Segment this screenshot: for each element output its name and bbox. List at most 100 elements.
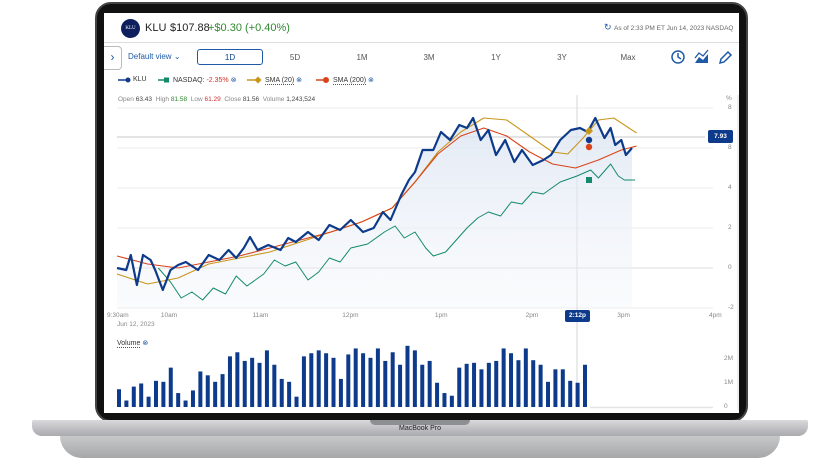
high-label: High <box>155 96 169 103</box>
remove-nasdaq-icon[interactable]: ⊗ <box>230 77 237 84</box>
tab-3y[interactable]: 3Y <box>557 53 567 62</box>
volume-bar <box>531 360 536 407</box>
volume-bar <box>479 369 484 407</box>
volume-bar <box>279 378 284 407</box>
high-value: 81.58 <box>170 96 188 103</box>
tab-1m[interactable]: 1M <box>356 53 368 62</box>
nasdaq-end-marker <box>586 177 592 183</box>
volume-bar <box>346 354 351 407</box>
volume-bar <box>213 381 218 407</box>
volume-bar <box>583 364 587 407</box>
remove-sma200-icon[interactable]: ⊗ <box>368 77 374 84</box>
current-price-badge: 7.93 <box>708 130 733 143</box>
laptop-notch <box>370 420 470 425</box>
x-tick-label: 11am <box>252 312 269 319</box>
volume-bar <box>198 371 203 407</box>
volume-bar <box>546 381 551 407</box>
percent-unit: % <box>726 95 732 102</box>
close-label: Close <box>224 96 241 103</box>
legend-sma20[interactable]: SMA (20) ⊗ <box>265 76 303 85</box>
volume-bar <box>338 378 343 407</box>
volume-bar <box>405 345 410 407</box>
volume-bar <box>331 357 336 407</box>
tab-1d[interactable]: 1D <box>197 49 263 65</box>
y-tick-label: 2 <box>728 224 732 231</box>
volume-bar <box>235 352 240 407</box>
volume-legend[interactable]: Volume ⊗ <box>117 339 149 348</box>
volume-bar <box>146 396 151 407</box>
volume-bar <box>383 360 388 407</box>
tab-max[interactable]: Max <box>620 53 636 62</box>
device-label: MacBook Pro <box>398 425 442 432</box>
volume-tick-label: 1M <box>724 379 734 386</box>
volume-bar <box>287 381 292 407</box>
tab-3m[interactable]: 3M <box>423 53 435 62</box>
volume-bar <box>190 390 195 407</box>
volume-bar <box>153 380 158 407</box>
volume-tick-label: 2M <box>724 355 734 362</box>
volume-bar <box>316 350 321 407</box>
volume-bar <box>176 393 181 407</box>
volume-bar <box>472 362 477 407</box>
legend-sma200[interactable]: SMA (200) ⊗ <box>333 76 374 85</box>
volume-bar <box>294 396 299 407</box>
chevron-down-icon: ⌄ <box>173 52 181 61</box>
volume-bar <box>353 348 358 407</box>
low-label: Low <box>190 96 203 103</box>
volume-bar <box>509 353 514 407</box>
x-tick-label: 12pm <box>342 312 359 319</box>
volume-title: Volume <box>117 340 141 348</box>
legend-klu[interactable]: KLU <box>133 76 147 83</box>
x-tick-label: 2pm <box>525 312 539 319</box>
sma20-end-marker <box>585 127 593 135</box>
laptop-base-shadow <box>60 436 780 458</box>
x-tick-label: 3pm <box>617 312 630 319</box>
divider <box>104 42 739 43</box>
low-value: 61.29 <box>204 96 221 103</box>
volume-bar <box>427 360 432 407</box>
volume-bar <box>435 382 440 407</box>
expand-button[interactable]: › <box>104 46 122 70</box>
sma200-end-marker <box>585 143 593 151</box>
refresh-icon[interactable]: ↻ <box>604 22 612 32</box>
volume-bar <box>227 356 232 407</box>
x-tick-label: 10am <box>160 312 178 319</box>
tab-5d[interactable]: 5D <box>289 53 301 62</box>
volume-bar <box>168 367 173 407</box>
volume-bar <box>324 353 329 407</box>
remove-sma20-icon[interactable]: ⊗ <box>296 77 303 84</box>
volume-bar <box>494 360 499 407</box>
volume-bar <box>442 393 447 407</box>
volume-bar <box>124 400 129 407</box>
stats-row: Open 63.43 High 81.58 Low 61.29 Close 81… <box>118 96 315 103</box>
volume-bar <box>553 369 558 407</box>
volume-bar <box>390 352 395 407</box>
volume-bar <box>257 362 262 407</box>
volume-bar <box>309 353 314 407</box>
volume-bar <box>368 357 373 407</box>
volume-bar <box>457 367 462 407</box>
volume-bar <box>375 348 380 407</box>
x-tick-label: 1pm <box>434 312 448 319</box>
x-tick-label: 4pm <box>709 312 722 319</box>
remove-volume-icon[interactable]: ⊗ <box>142 340 149 347</box>
company-logo: KLU <box>121 19 140 38</box>
as-of-timestamp: As of 2:33 PM ET Jun 14, 2023 NASDAQ <box>614 25 734 32</box>
volume-tick-label: 0 <box>724 403 728 410</box>
default-view-dropdown[interactable]: Default view ⌄ <box>128 52 181 61</box>
volume-bar <box>139 383 144 407</box>
volume-bar <box>242 360 247 407</box>
volume-bar <box>568 380 573 407</box>
price: $107.88 <box>170 22 210 34</box>
volume-bar <box>220 374 225 407</box>
legend-nasdaq[interactable]: NASDAQ: -2.35% ⊗ <box>173 76 236 84</box>
close-value: 81.56 <box>242 96 260 103</box>
volume-bar <box>486 362 491 407</box>
volume-bar <box>264 350 269 407</box>
volume-bar <box>516 360 521 407</box>
tab-1y[interactable]: 1Y <box>491 53 501 62</box>
volume-value: 1,243,524 <box>286 96 316 103</box>
volume-bar <box>131 386 136 407</box>
volume-bar <box>575 382 580 407</box>
